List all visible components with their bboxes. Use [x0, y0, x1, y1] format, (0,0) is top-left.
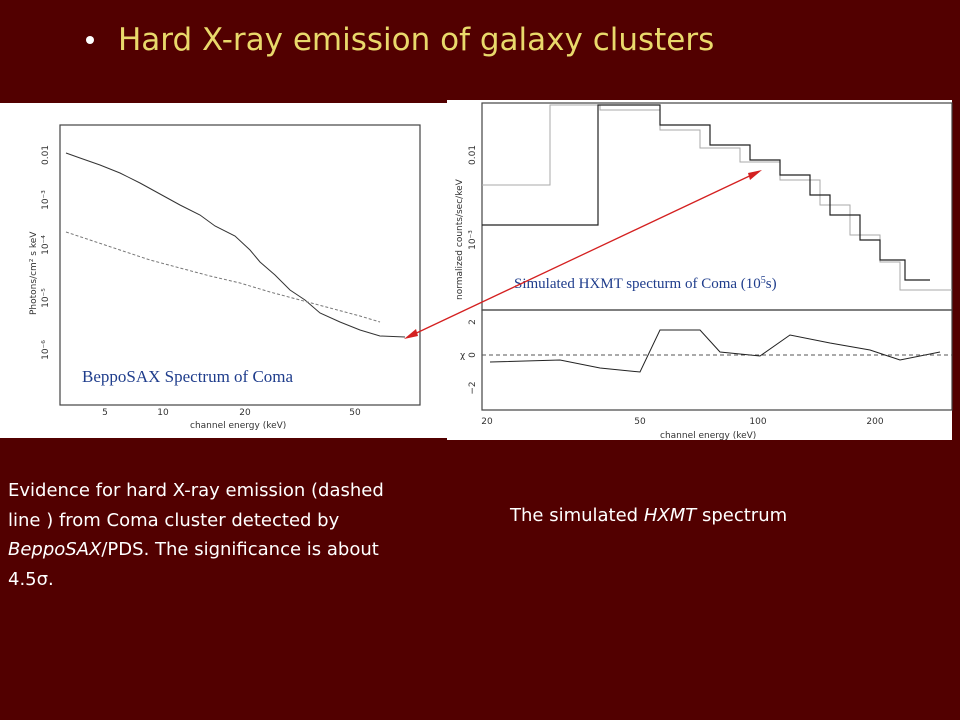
- left-ytick: 0.01: [41, 145, 51, 165]
- arrow-head: [748, 170, 762, 180]
- left-xtick: 10: [157, 408, 169, 418]
- text: spectrum: [696, 505, 788, 526]
- left-figure-bg: [0, 103, 447, 438]
- right-ytick: 0.01: [468, 145, 478, 165]
- left-xlabel: channel energy (keV): [190, 421, 286, 431]
- right-ytick: 10⁻³: [468, 230, 478, 250]
- right-xtick: 100: [749, 417, 766, 427]
- caption-superscript: 5: [761, 275, 766, 286]
- right-xtick: 20: [481, 417, 493, 427]
- left-plot-frame: [59, 124, 421, 406]
- right-caption: Simulated HXMT specturm of Coma (105s): [514, 275, 777, 292]
- right-spectrum: [482, 104, 930, 281]
- right-figure-bg: [447, 100, 952, 440]
- right-xtick: 200: [866, 417, 883, 427]
- left-xtick: 20: [239, 408, 251, 418]
- italic-text: HXMT: [643, 505, 697, 526]
- slide-title: Hard X-ray emission of galaxy clusters: [118, 22, 715, 58]
- arrow-head: [404, 329, 418, 339]
- caption-part: Simulated HXMT specturm of Coma (10: [514, 276, 761, 292]
- text: The simulated: [510, 505, 644, 526]
- right-residual-frame: [481, 309, 953, 411]
- residual-label: χ: [460, 351, 465, 361]
- residual-tick: 0: [468, 352, 478, 358]
- left-ytick: 10⁻⁶: [41, 340, 51, 360]
- caption-part: s): [766, 276, 777, 292]
- bullet: [86, 36, 94, 44]
- left-caption: BeppoSAX Spectrum of Coma: [82, 367, 294, 386]
- right-description: The simulated HXMT spectrum: [510, 505, 787, 526]
- left-xtick: 5: [102, 408, 108, 418]
- italic-text: BeppoSAX: [8, 539, 102, 560]
- text: Evidence for hard X-ray emission (dashed…: [8, 480, 384, 531]
- left-ytick: 10⁻⁵: [41, 288, 51, 308]
- left-spectrum: [65, 152, 406, 338]
- left-description: Evidence for hard X-ray emission (dashed…: [8, 476, 418, 594]
- left-ytick: 10⁻³: [41, 190, 51, 210]
- residual-tick: −2: [468, 381, 478, 394]
- text: /PDS. The significance is about 4.5σ.: [8, 539, 379, 590]
- right-xtick: 50: [634, 417, 646, 427]
- left-ytick: 10⁻⁴: [41, 235, 51, 255]
- residuals: [489, 329, 941, 373]
- left-spectrum-dashed: [65, 231, 381, 323]
- right-ylabel: normalized counts/sec/keV: [455, 178, 465, 300]
- connector-arrow: [407, 171, 759, 338]
- left-ylabel: Photons/cm² s keV: [29, 231, 39, 315]
- residual-tick: 2: [468, 319, 478, 325]
- right-xlabel: channel energy (keV): [660, 431, 756, 441]
- left-xtick: 50: [349, 408, 361, 418]
